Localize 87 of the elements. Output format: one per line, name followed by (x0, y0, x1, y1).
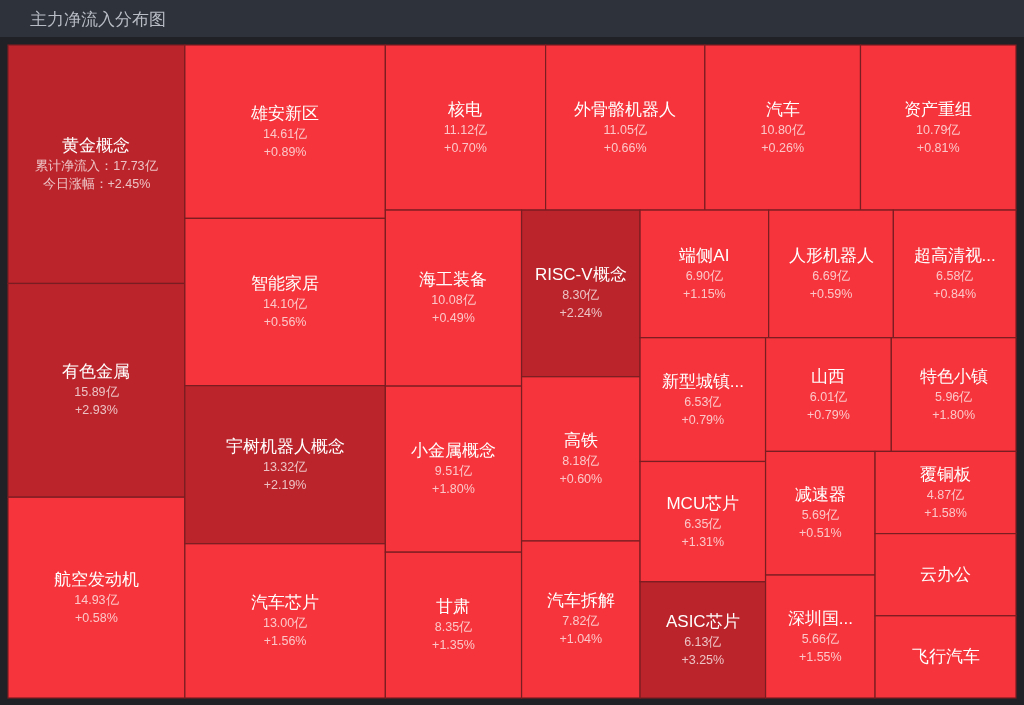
text: 今日涨幅：+2.45% (42, 177, 151, 192)
data-label: 11.05亿 (603, 122, 647, 137)
text: +0.59% (809, 286, 853, 301)
text: +0.79% (681, 412, 725, 427)
data-label: 累计净流入：17.73亿 (35, 158, 158, 174)
text: +1.80% (932, 407, 976, 422)
data-label: 5.69亿 (801, 508, 839, 523)
text: +0.70% (444, 140, 487, 155)
category-label: ASIC芯片 (665, 611, 740, 631)
category-label: 减速器 (794, 485, 846, 505)
text: +0.26% (761, 140, 805, 155)
data-label: 8.30亿 (562, 288, 600, 303)
text: +0.89% (263, 144, 307, 159)
data-label: 4.87亿 (926, 487, 965, 502)
category-label: 宇树机器人概念 (225, 436, 345, 456)
category-label: 端侧AI (679, 245, 730, 265)
data-label: 6.53亿 (684, 394, 722, 409)
data-label: 14.93亿 (74, 592, 119, 607)
category-label: 航空发动机 (53, 569, 139, 589)
category-label: 覆铜板 (920, 464, 972, 484)
category-label: 超高清视... (913, 245, 996, 265)
text: +0.84% (933, 286, 977, 301)
data-label: 10.80亿 (760, 122, 805, 137)
text: +1.31% (681, 534, 725, 549)
category-label: 资产重组 (904, 99, 973, 119)
data-label: 5.96亿 (934, 389, 973, 404)
data-label: 10.79亿 (916, 122, 961, 137)
category-label: 汽车拆解 (546, 591, 615, 611)
category-label: 人形机器人 (788, 245, 874, 265)
text: +0.66% (603, 140, 647, 155)
category-label: 外骨骼机器人 (574, 99, 677, 119)
text: 主力净流入分布图 (30, 10, 166, 29)
text: +0.79% (807, 407, 850, 422)
data-label: 15.89亿 (74, 385, 119, 400)
data-label: 9.51亿 (434, 464, 473, 479)
data-label: 8.35亿 (434, 620, 473, 635)
data-label: 13.32亿 (262, 459, 308, 474)
data-label: 6.01亿 (809, 389, 848, 404)
data-label: 14.61亿 (262, 126, 308, 141)
text: +0.58% (75, 610, 118, 625)
data-label: 7.82亿 (562, 614, 600, 629)
data-label: 5.66亿 (801, 631, 839, 646)
category-label: 核电 (447, 99, 483, 119)
category-label: 汽车 (765, 99, 800, 119)
text: +2.24% (559, 306, 603, 321)
text: +2.93% (75, 403, 118, 418)
category-label: 高铁 (563, 430, 598, 450)
category-label: 甘肃 (436, 597, 471, 617)
text: +2.19% (263, 477, 307, 492)
data-label: 6.13亿 (684, 634, 722, 649)
category-label: 新型城镇... (661, 371, 744, 391)
text: +0.51% (798, 526, 842, 541)
text: +0.56% (263, 315, 307, 330)
text: +1.58% (924, 505, 967, 520)
data-label: 6.35亿 (684, 516, 722, 531)
category-label: 有色金属 (62, 362, 131, 382)
category-label: 飞行汽车 (911, 646, 980, 666)
text: +1.04% (559, 632, 603, 647)
category-label: 黄金概念 (62, 136, 131, 156)
text: +0.81% (916, 140, 960, 155)
text: +3.25% (681, 652, 725, 667)
data-label: 10.08亿 (431, 293, 476, 308)
category-label: 海工装备 (419, 270, 488, 290)
data-label: 13.00亿 (262, 615, 308, 630)
data-label: 6.90亿 (685, 268, 724, 283)
category-label: 云办公 (920, 564, 972, 584)
data-label: 14.10亿 (262, 297, 308, 312)
data-label: 8.18亿 (562, 453, 600, 468)
text: +1.55% (798, 649, 842, 664)
category-label: RISC-V概念 (535, 265, 627, 285)
text: +1.35% (432, 638, 475, 653)
category-label: 深圳国... (787, 608, 853, 628)
data-label: 11.12亿 (443, 122, 488, 137)
text: +1.15% (682, 286, 726, 301)
category-label: 小金属概念 (410, 441, 496, 461)
category-label: 智能家居 (251, 274, 320, 294)
text: +1.56% (263, 633, 307, 648)
category-label: 汽车芯片 (251, 592, 320, 612)
text: +1.80% (432, 482, 475, 497)
text: +0.49% (432, 311, 475, 326)
category-label: 山西 (811, 366, 846, 386)
category-label: 特色小镇 (919, 366, 988, 386)
data-label: 6.58亿 (936, 268, 974, 283)
category-label: MCU芯片 (666, 493, 740, 513)
text: +0.60% (559, 471, 603, 486)
category-label: 雄安新区 (250, 103, 320, 123)
data-label: 6.69亿 (812, 268, 850, 283)
